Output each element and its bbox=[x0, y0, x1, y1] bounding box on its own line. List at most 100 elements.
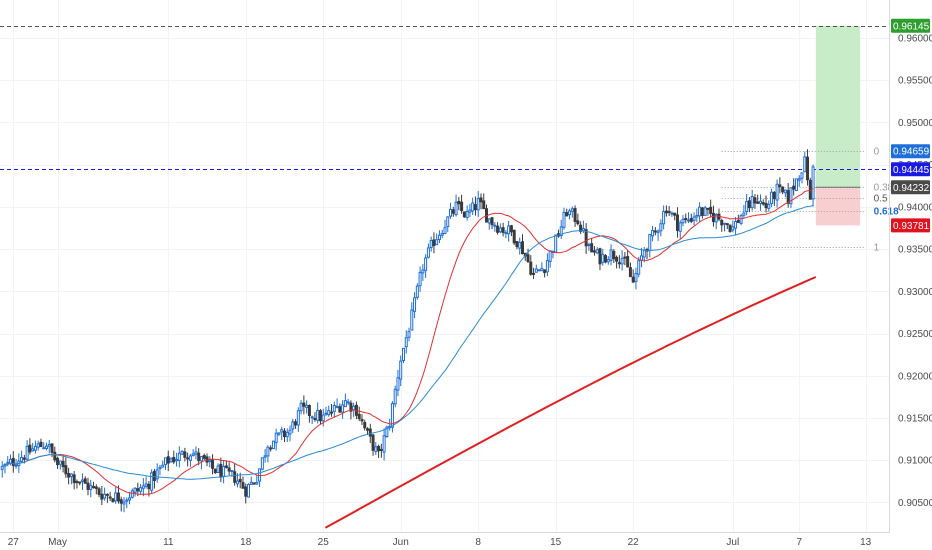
candle-body bbox=[667, 210, 671, 213]
plot-area[interactable] bbox=[0, 0, 890, 532]
candle-body bbox=[662, 211, 666, 225]
candle-body bbox=[291, 421, 295, 430]
candle-body bbox=[792, 185, 796, 190]
candle-body bbox=[216, 465, 220, 474]
y-tick-label: 0.95000 bbox=[898, 118, 932, 129]
long-position-tool[interactable] bbox=[815, 25, 861, 226]
candle-body bbox=[321, 414, 325, 422]
candle-body bbox=[310, 416, 314, 419]
candle-body bbox=[418, 271, 422, 287]
candle-body bbox=[238, 478, 242, 483]
x-tick-label: 25 bbox=[318, 537, 330, 548]
candle-body bbox=[44, 445, 48, 449]
horizontal-lines[interactable] bbox=[0, 26, 890, 170]
candle-body bbox=[739, 215, 743, 224]
candle-body bbox=[360, 419, 364, 422]
candle-body bbox=[786, 190, 790, 204]
profit-zone[interactable] bbox=[815, 25, 861, 188]
candle-body bbox=[219, 463, 223, 478]
candle-body bbox=[407, 331, 411, 338]
candle-body bbox=[745, 201, 749, 213]
candle-body bbox=[526, 254, 530, 263]
y-tick-label: 0.96000 bbox=[898, 34, 932, 45]
candle-body bbox=[152, 470, 156, 481]
candle-body bbox=[628, 267, 632, 278]
candle-body bbox=[6, 461, 10, 464]
candle-body bbox=[778, 184, 782, 187]
candle-body bbox=[305, 404, 309, 409]
candle-body bbox=[172, 456, 176, 463]
candle-body bbox=[736, 220, 740, 223]
candle-body bbox=[573, 208, 577, 222]
fib-level-label: 0 bbox=[874, 147, 880, 158]
candle-body bbox=[468, 209, 472, 213]
candle-body bbox=[756, 201, 760, 204]
candle-body bbox=[224, 465, 228, 468]
y-tick-label: 0.92500 bbox=[898, 329, 932, 340]
ma-200-path bbox=[324, 276, 817, 529]
candle-body bbox=[797, 178, 801, 181]
candle-body bbox=[25, 445, 29, 460]
candle-body bbox=[97, 488, 101, 495]
candle-body bbox=[559, 226, 563, 237]
candle-body bbox=[341, 404, 345, 413]
candle-body bbox=[709, 206, 713, 214]
candle-body bbox=[155, 469, 159, 480]
fib-level-label: 0.382 bbox=[874, 183, 899, 194]
candle-body bbox=[100, 493, 104, 500]
candle-body bbox=[233, 471, 237, 483]
candle-body bbox=[496, 225, 500, 233]
candle-body bbox=[14, 464, 18, 467]
candle-body bbox=[180, 450, 184, 455]
candle-body bbox=[631, 276, 635, 283]
candle-body bbox=[592, 250, 596, 253]
candle-body bbox=[595, 249, 599, 254]
candle-body bbox=[288, 429, 292, 435]
candle-body bbox=[440, 233, 444, 236]
candle-body bbox=[352, 405, 356, 411]
loss-zone[interactable] bbox=[815, 187, 861, 226]
candle-body bbox=[28, 444, 32, 453]
candle-body bbox=[692, 216, 696, 221]
candle-body bbox=[53, 451, 57, 461]
x-tick-label: 11 bbox=[163, 537, 174, 548]
candle-body bbox=[504, 232, 508, 235]
candle-body bbox=[103, 493, 107, 499]
candle-body bbox=[252, 482, 256, 485]
fib-level-label: 0.618 bbox=[874, 207, 899, 218]
candle-body bbox=[498, 227, 502, 233]
candle-body bbox=[166, 456, 170, 464]
candle-body bbox=[199, 455, 203, 462]
candle-body bbox=[534, 268, 538, 273]
candle-body bbox=[529, 261, 533, 275]
time-axis[interactable]: 27 May 11 18 25 Jun 8 15 22 Jul 7 13 bbox=[8, 537, 872, 548]
candle-body bbox=[443, 227, 447, 234]
x-tick-label: 8 bbox=[475, 537, 481, 548]
candle-body bbox=[670, 212, 674, 215]
candle-body bbox=[789, 187, 793, 205]
candle-body bbox=[105, 493, 109, 496]
candle-body bbox=[69, 473, 73, 477]
candle-body bbox=[177, 452, 181, 461]
grid-lines bbox=[0, 0, 890, 532]
ma-50-line bbox=[2, 204, 814, 480]
candle-body bbox=[507, 225, 511, 235]
candle-body bbox=[518, 241, 522, 249]
candle-body bbox=[83, 478, 87, 484]
candle-body bbox=[772, 191, 776, 200]
candle-body bbox=[811, 166, 815, 200]
candle-body bbox=[94, 486, 98, 489]
candle-body bbox=[116, 492, 120, 502]
y-tick-label: 0.94000 bbox=[898, 202, 932, 213]
price-tag-label: 0.94445 bbox=[893, 165, 930, 176]
candle-body bbox=[731, 226, 735, 231]
candle-body bbox=[576, 220, 580, 225]
candle-body bbox=[401, 347, 405, 361]
candle-body bbox=[570, 208, 574, 212]
price-axis[interactable]: 0.90500 0.91000 0.91500 0.92000 0.92500 0.930… bbox=[898, 34, 932, 509]
candle-body bbox=[601, 253, 605, 263]
candle-body bbox=[78, 481, 82, 484]
candle-body bbox=[36, 443, 40, 448]
